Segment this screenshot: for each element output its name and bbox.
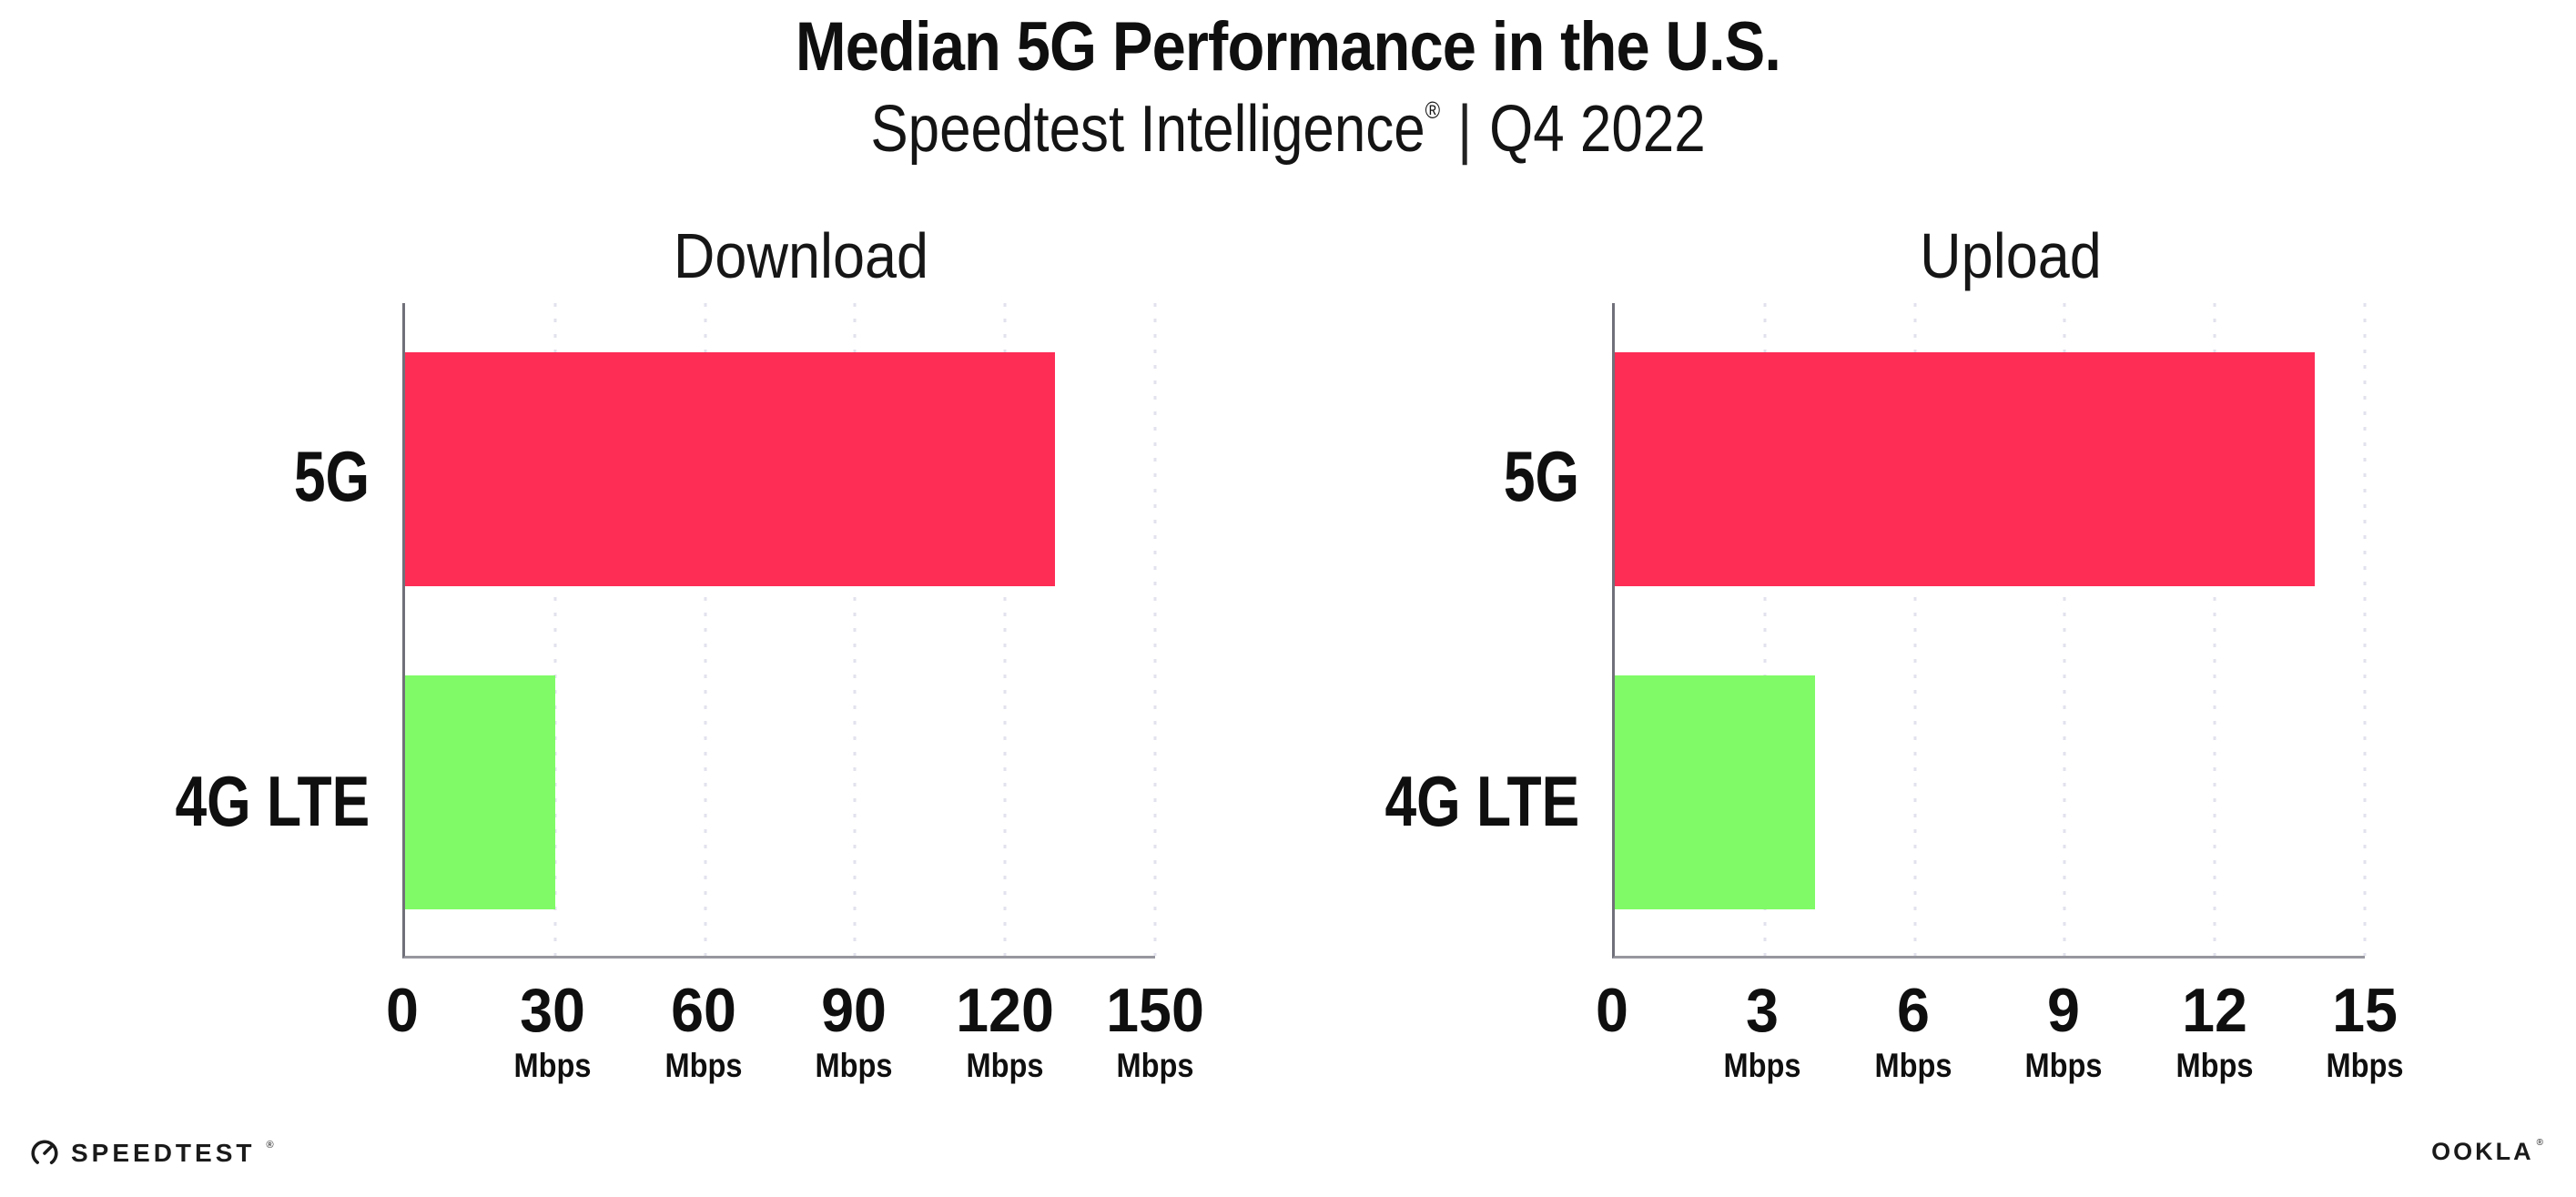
x-tick-unit-upload-15: Mbps: [2326, 1047, 2404, 1084]
plot-area-upload: [1612, 303, 2367, 959]
gridline-x-120: [1003, 303, 1007, 956]
bar-5g-download: [405, 351, 1056, 586]
page-title: Median 5G Performance in the U.S.: [795, 8, 1781, 86]
plot-area-download: [402, 303, 1157, 959]
x-tick-label-download-30: 30: [520, 976, 586, 1045]
gridline-x-9: [2063, 303, 2066, 956]
category-label-4g-lte: 4G LTE: [1384, 760, 1579, 841]
page-subtitle: Speedtest Intelligence® | Q4 2022: [180, 92, 2396, 167]
x-tick-unit-upload-9: Mbps: [2024, 1047, 2103, 1084]
ookla-logo-text: OOKLA: [2431, 1138, 2534, 1165]
bar-5g-upload: [1615, 351, 2316, 586]
x-tick-label-download-120: 120: [955, 976, 1054, 1045]
x-tick-unit-upload-3: Mbps: [1723, 1047, 1801, 1084]
gridline-x-150: [1153, 303, 1157, 956]
bar-4g-lte-download: [405, 675, 555, 910]
x-tick-unit-download-30: Mbps: [513, 1047, 592, 1084]
ookla-logo: OOKLA ®: [2431, 1138, 2543, 1165]
subtitle-divider: |: [1457, 93, 1473, 167]
registered-trademark-mark: ®: [1425, 96, 1441, 125]
x-tick-unit-download-90: Mbps: [815, 1047, 893, 1084]
subtitle-brand: Speedtest Intelligence: [870, 93, 1425, 167]
gridline-x-90: [853, 303, 857, 956]
speedtest-trademark-mark: ®: [266, 1140, 274, 1151]
x-tick-label-download-90: 90: [821, 976, 887, 1045]
category-label-4g-lte: 4G LTE: [175, 760, 370, 841]
x-tick-label-upload-3: 3: [1746, 976, 1780, 1045]
gridline-x-6: [1913, 303, 1917, 956]
gridline-x-60: [704, 303, 707, 956]
x-tick-label-download-150: 150: [1106, 976, 1204, 1045]
x-tick-unit-upload-6: Mbps: [1874, 1047, 1952, 1084]
chart-title-upload: Upload: [1919, 220, 2102, 291]
gridline-x-12: [2213, 303, 2216, 956]
x-tick-label-upload-0: 0: [1596, 976, 1628, 1045]
ookla-trademark-mark: ®: [2536, 1138, 2543, 1148]
speedtest-gauge-icon: [29, 1138, 60, 1169]
x-tick-label-upload-12: 12: [2181, 976, 2247, 1045]
x-tick-unit-upload-12: Mbps: [2175, 1047, 2254, 1084]
speedtest-logo: SPEEDTEST ®: [29, 1138, 274, 1169]
category-label-5g: 5G: [1503, 435, 1579, 516]
x-tick-label-upload-9: 9: [2047, 976, 2081, 1045]
x-tick-unit-download-150: Mbps: [1116, 1047, 1194, 1084]
bar-4g-lte-upload: [1615, 675, 1815, 910]
chart-title-download: Download: [673, 220, 928, 291]
x-tick-unit-download-120: Mbps: [966, 1047, 1044, 1084]
x-tick-label-download-0: 0: [386, 976, 419, 1045]
speedtest-logo-text: SPEEDTEST: [71, 1139, 256, 1167]
category-label-5g: 5G: [293, 435, 370, 516]
gridline-x-3: [1763, 303, 1767, 956]
subtitle-period: Q4 2022: [1489, 93, 1706, 167]
gridline-x-15: [2363, 303, 2367, 956]
x-tick-unit-download-60: Mbps: [664, 1047, 743, 1084]
gridline-x-30: [553, 303, 557, 956]
x-tick-label-download-60: 60: [670, 976, 736, 1045]
header: Median 5G Performance in the U.S. Speedt…: [0, 5, 2576, 167]
x-tick-label-upload-6: 6: [1896, 976, 1930, 1045]
x-tick-label-upload-15: 15: [2332, 976, 2398, 1045]
